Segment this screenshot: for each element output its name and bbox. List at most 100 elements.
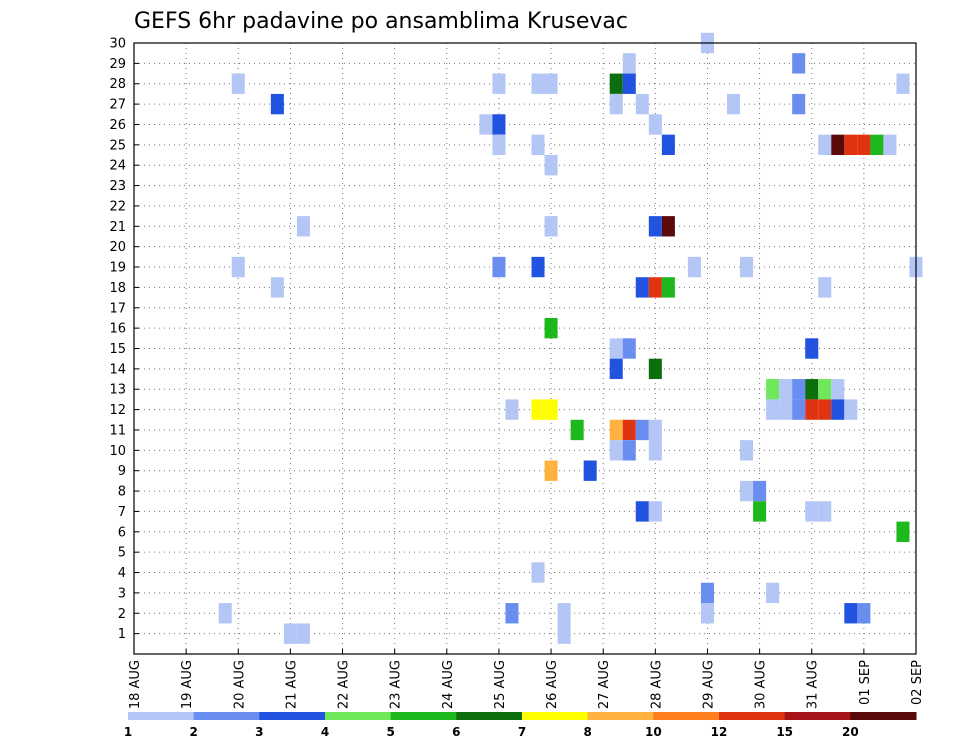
data-cell: [531, 73, 545, 94]
x-tick-label: 20 AUG: [232, 660, 247, 709]
data-cell: [270, 93, 284, 115]
y-tick-label: 4: [118, 566, 126, 581]
legend-swatch: [193, 712, 260, 720]
x-tick-label: 01 SEP: [858, 660, 873, 705]
data-cell: [661, 134, 675, 156]
x-tick-label: 25 AUG: [493, 660, 508, 709]
data-cell: [544, 216, 558, 237]
x-tick-label: 19 AUG: [180, 660, 195, 709]
data-cell: [753, 480, 767, 502]
y-tick-label: 28: [109, 77, 126, 92]
data-cell: [648, 277, 662, 298]
data-cell: [805, 379, 819, 400]
legend-swatch: [259, 712, 326, 720]
axis-ticks: [133, 42, 917, 654]
x-tick-label: 30 AUG: [754, 660, 769, 709]
y-tick-label: 10: [109, 444, 126, 459]
data-cell: [270, 277, 284, 298]
data-cell: [622, 53, 636, 74]
data-cell: [492, 114, 506, 135]
data-cell: [831, 399, 845, 420]
data-cell: [531, 134, 545, 156]
legend-label: 4: [321, 725, 329, 739]
grid-lines: [134, 42, 916, 654]
data-cell: [740, 440, 754, 461]
y-tick-label: 6: [118, 525, 126, 540]
data-cell: [544, 399, 558, 420]
legend-label: 12: [711, 725, 728, 739]
data-cell: [648, 358, 662, 380]
data-cell: [622, 73, 636, 94]
legend-swatch: [128, 712, 195, 720]
y-tick-label: 13: [109, 383, 126, 398]
data-cell: [687, 256, 701, 278]
data-cell: [870, 134, 884, 156]
data-cell: [740, 256, 754, 278]
data-cell: [557, 603, 571, 624]
data-cell: [896, 73, 910, 94]
data-cell: [635, 93, 649, 115]
data-cell: [609, 338, 623, 359]
y-tick-label: 27: [109, 98, 126, 113]
chart-title: GEFS 6hr padavine po ansamblima Krusevac: [134, 9, 628, 34]
data-cell: [570, 419, 584, 441]
data-cell: [792, 399, 806, 420]
legend-label: 2: [189, 725, 197, 739]
data-cell: [231, 256, 245, 278]
y-tick-label: 17: [109, 301, 126, 316]
data-cell: [661, 216, 675, 237]
legend-swatch: [390, 712, 457, 720]
data-cell: [883, 134, 897, 156]
legend-label: 3: [255, 725, 263, 739]
data-cell: [831, 379, 845, 400]
y-tick-label: 15: [109, 342, 126, 357]
y-tick-label: 14: [109, 362, 126, 377]
data-cell: [805, 399, 819, 420]
y-tick-label: 2: [118, 607, 126, 622]
y-tick-label: 29: [109, 57, 126, 72]
data-cell: [779, 399, 793, 420]
y-tick-label: 26: [109, 118, 126, 133]
data-cell: [531, 256, 545, 278]
data-cell: [544, 73, 558, 94]
legend-label: 6: [452, 725, 460, 739]
legend-swatch: [522, 712, 589, 720]
data-cell: [648, 419, 662, 441]
data-cell: [609, 93, 623, 115]
data-cell: [479, 114, 493, 135]
y-axis-labels: 1234567891011121314151617181920212223242…: [109, 37, 126, 643]
data-cell: [844, 399, 858, 420]
data-cell: [544, 460, 558, 481]
data-cell: [766, 399, 780, 420]
data-cell: [648, 114, 662, 135]
y-tick-label: 7: [118, 505, 126, 520]
data-cell: [648, 440, 662, 461]
data-cell: [766, 582, 780, 604]
y-tick-label: 18: [109, 281, 126, 296]
y-tick-label: 19: [109, 261, 126, 276]
data-cell: [531, 399, 545, 420]
data-cell: [648, 501, 662, 522]
data-cell: [622, 338, 636, 359]
data-cell: [792, 93, 806, 115]
data-cell: [857, 603, 871, 624]
x-tick-label: 27 AUG: [597, 660, 612, 709]
data-cell: [492, 256, 506, 278]
data-cell: [792, 53, 806, 74]
y-tick-label: 21: [109, 220, 126, 235]
x-tick-label: 22 AUG: [337, 660, 352, 709]
data-cell: [296, 216, 310, 237]
data-cell: [857, 134, 871, 156]
data-cell: [648, 216, 662, 237]
legend-label: 10: [645, 725, 662, 739]
data-cell: [818, 277, 832, 298]
data-cell: [622, 419, 636, 441]
data-cell: [609, 358, 623, 380]
y-tick-label: 11: [109, 423, 126, 438]
data-cell: [635, 277, 649, 298]
y-tick-label: 22: [109, 199, 126, 214]
x-tick-label: 21 AUG: [284, 660, 299, 709]
data-cell: [700, 603, 714, 624]
data-cell: [700, 582, 714, 604]
